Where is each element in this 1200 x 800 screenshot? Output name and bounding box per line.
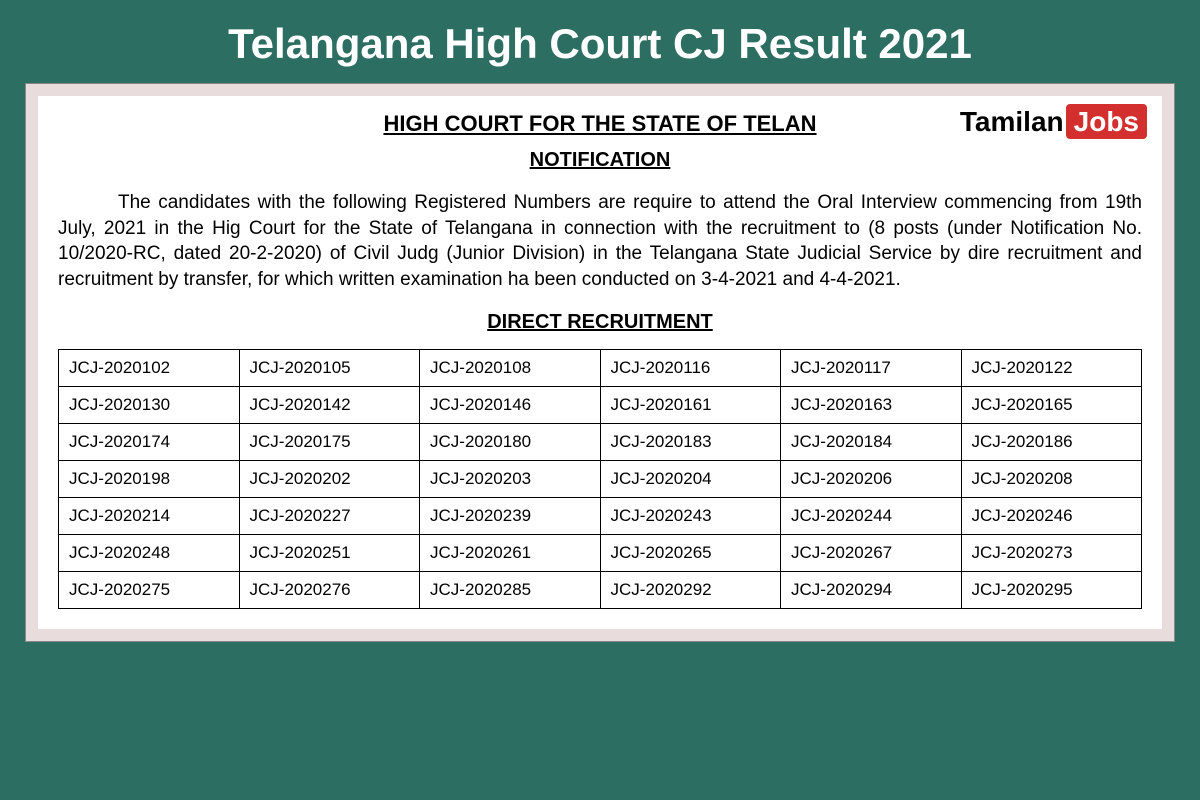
table-cell: JCJ-2020165 [961,386,1142,423]
watermark-logo: TamilanJobs [960,106,1147,138]
document-inner: TamilanJobs HIGH COURT FOR THE STATE OF … [38,96,1162,629]
table-cell: JCJ-2020184 [781,423,962,460]
table-cell: JCJ-2020130 [59,386,240,423]
page-title: Telangana High Court CJ Result 2021 [0,0,1200,83]
table-cell: JCJ-2020265 [600,534,781,571]
table-cell: JCJ-2020251 [239,534,420,571]
table-cell: JCJ-2020295 [961,571,1142,608]
table-cell: JCJ-2020142 [239,386,420,423]
table-row: JCJ-2020248JCJ-2020251JCJ-2020261JCJ-202… [59,534,1142,571]
table-cell: JCJ-2020102 [59,349,240,386]
table-cell: JCJ-2020214 [59,497,240,534]
table-cell: JCJ-2020105 [239,349,420,386]
results-table: JCJ-2020102JCJ-2020105JCJ-2020108JCJ-202… [58,349,1142,609]
table-cell: JCJ-2020227 [239,497,420,534]
document-subheading: NOTIFICATION [58,149,1142,172]
table-row: JCJ-2020174JCJ-2020175JCJ-2020180JCJ-202… [59,423,1142,460]
table-row: JCJ-2020275JCJ-2020276JCJ-2020285JCJ-202… [59,571,1142,608]
table-cell: JCJ-2020161 [600,386,781,423]
table-cell: JCJ-2020206 [781,460,962,497]
table-cell: JCJ-2020203 [420,460,601,497]
table-cell: JCJ-2020202 [239,460,420,497]
table-cell: JCJ-2020267 [781,534,962,571]
table-cell: JCJ-2020204 [600,460,781,497]
table-cell: JCJ-2020108 [420,349,601,386]
table-cell: JCJ-2020198 [59,460,240,497]
table-cell: JCJ-2020208 [961,460,1142,497]
table-cell: JCJ-2020183 [600,423,781,460]
table-cell: JCJ-2020186 [961,423,1142,460]
table-cell: JCJ-2020146 [420,386,601,423]
table-cell: JCJ-2020273 [961,534,1142,571]
table-cell: JCJ-2020174 [59,423,240,460]
table-row: JCJ-2020214JCJ-2020227JCJ-2020239JCJ-202… [59,497,1142,534]
table-cell: JCJ-2020248 [59,534,240,571]
watermark-part2: Jobs [1066,104,1147,139]
document-frame: TamilanJobs HIGH COURT FOR THE STATE OF … [25,83,1175,642]
table-cell: JCJ-2020243 [600,497,781,534]
table-cell: JCJ-2020117 [781,349,962,386]
table-row: JCJ-2020198JCJ-2020202JCJ-2020203JCJ-202… [59,460,1142,497]
table-cell: JCJ-2020163 [781,386,962,423]
section-heading: DIRECT RECRUITMENT [58,311,1142,334]
table-cell: JCJ-2020275 [59,571,240,608]
table-cell: JCJ-2020116 [600,349,781,386]
table-row: JCJ-2020102JCJ-2020105JCJ-2020108JCJ-202… [59,349,1142,386]
table-cell: JCJ-2020292 [600,571,781,608]
table-cell: JCJ-2020180 [420,423,601,460]
table-cell: JCJ-2020294 [781,571,962,608]
table-cell: JCJ-2020276 [239,571,420,608]
table-cell: JCJ-2020285 [420,571,601,608]
results-table-body: JCJ-2020102JCJ-2020105JCJ-2020108JCJ-202… [59,349,1142,608]
table-cell: JCJ-2020261 [420,534,601,571]
table-row: JCJ-2020130JCJ-2020142JCJ-2020146JCJ-202… [59,386,1142,423]
table-cell: JCJ-2020244 [781,497,962,534]
table-cell: JCJ-2020246 [961,497,1142,534]
watermark-part1: Tamilan [960,106,1064,137]
table-cell: JCJ-2020122 [961,349,1142,386]
document-body-text: The candidates with the following Regist… [58,190,1142,293]
table-cell: JCJ-2020175 [239,423,420,460]
table-cell: JCJ-2020239 [420,497,601,534]
